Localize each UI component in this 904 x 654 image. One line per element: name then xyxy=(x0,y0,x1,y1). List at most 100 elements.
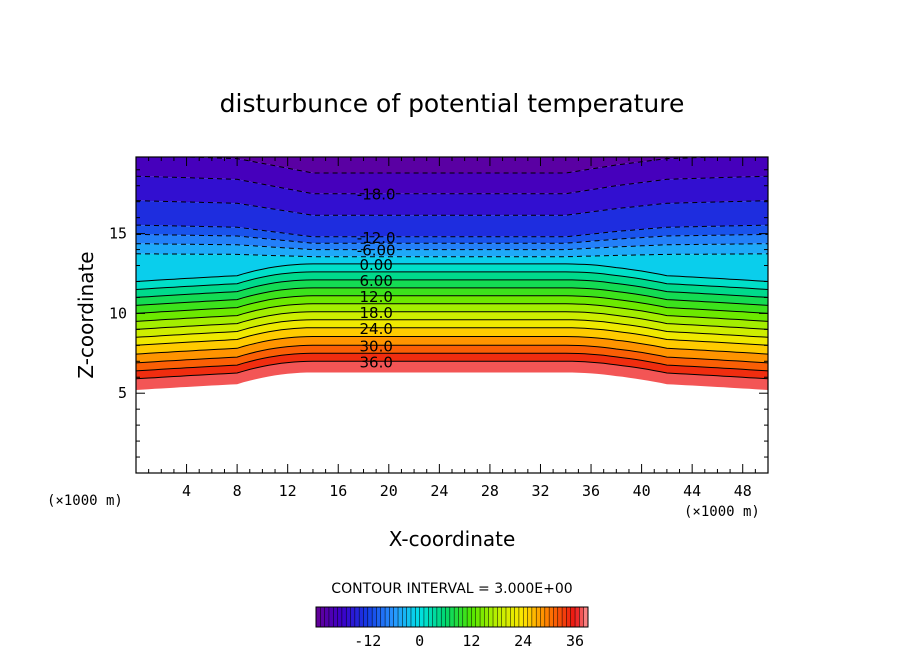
contour-line xyxy=(136,200,768,216)
colorbar-cell xyxy=(419,607,425,627)
colorbar-cell xyxy=(432,607,438,627)
contour-band xyxy=(136,327,768,355)
contour-label: 6.00 xyxy=(359,272,392,290)
colorbar-tick-label: 24 xyxy=(514,632,532,650)
colorbar-cell xyxy=(544,607,550,627)
contour-label: -18.0 xyxy=(357,186,396,204)
colorbar-cell xyxy=(575,607,580,627)
colorbar-cell xyxy=(475,607,481,627)
x-tick-label: 28 xyxy=(481,482,499,500)
x-tick-label: 48 xyxy=(734,482,752,500)
colorbar-cell xyxy=(454,607,459,627)
colorbar-cell xyxy=(467,607,472,627)
contour-band xyxy=(186,157,718,173)
x-axis-ticks: 4 8 12 16 20 24 28 32 36 40 44 48 xyxy=(148,157,756,500)
colorbar-cell xyxy=(346,607,351,627)
colorbar-cell xyxy=(523,607,528,627)
colorbar-cell xyxy=(505,607,511,627)
contour-band xyxy=(136,287,768,314)
colorbar-cell xyxy=(484,607,489,627)
colorbar-cell xyxy=(557,607,563,627)
colorbar-cell xyxy=(531,607,537,627)
colorbar-cell xyxy=(372,607,377,627)
colorbar-cell xyxy=(458,607,464,627)
colorbar-cell xyxy=(350,607,356,627)
colorbar-cell xyxy=(488,607,494,627)
colorbar-frame xyxy=(315,606,589,628)
colorbar-tick-label: -12 xyxy=(354,632,381,650)
colorbar-cell xyxy=(406,607,412,627)
contour-band xyxy=(136,336,768,363)
contour-line xyxy=(136,279,768,298)
colorbar-tick-label: 36 xyxy=(566,632,584,650)
colorbar-cell xyxy=(423,607,429,627)
contour-line xyxy=(136,233,768,244)
contour-band xyxy=(136,319,768,346)
x-tick-label: 24 xyxy=(430,482,448,500)
x-axis-label: X-coordinate xyxy=(389,527,516,551)
colorbar-cell xyxy=(480,607,485,627)
contour-line xyxy=(136,303,768,322)
y-axis-label: Z-coordinate xyxy=(74,251,98,378)
contour-line xyxy=(136,319,768,338)
colorbar-cell xyxy=(380,607,386,627)
colorbar-cell xyxy=(549,607,554,627)
x-tick-label: 8 xyxy=(233,482,242,500)
colorbar-tick-label: 0 xyxy=(415,632,424,650)
chart-title: disturbunce of potential temperature xyxy=(220,89,685,118)
colorbar xyxy=(315,606,589,628)
contour-line xyxy=(136,311,768,330)
contour-label: 36.0 xyxy=(359,353,392,371)
contour-line xyxy=(136,243,768,251)
x-tick-label: 36 xyxy=(582,482,600,500)
colorbar-cell xyxy=(518,607,524,627)
y-tick-label: 5 xyxy=(118,384,127,402)
colorbar-cell xyxy=(328,607,334,627)
colorbar-cell xyxy=(553,607,559,627)
colorbar-cell xyxy=(462,607,468,627)
contour-band xyxy=(136,253,768,282)
contour-line xyxy=(136,175,768,195)
colorbar-cell xyxy=(316,607,321,627)
colorbar-cell xyxy=(354,607,360,627)
colorbar-cell xyxy=(341,607,347,627)
colorbar-cell xyxy=(514,607,520,627)
x-tick-label: 12 xyxy=(279,482,297,500)
contour-band xyxy=(136,271,768,298)
colorbar-cell xyxy=(579,607,584,627)
colorbar-cell xyxy=(337,607,343,627)
contour-band xyxy=(136,157,768,194)
colorbar-cell xyxy=(445,607,451,627)
contour-line xyxy=(136,224,768,238)
contour-band xyxy=(136,311,768,338)
colorbar-cell xyxy=(501,607,507,627)
colorbar-cell xyxy=(536,607,541,627)
x-tick-label: 16 xyxy=(329,482,347,500)
contour-interval-text: CONTOUR INTERVAL = 3.000E+00 xyxy=(331,581,572,597)
colorbar-cell xyxy=(393,607,399,627)
colorbar-tick-label: 12 xyxy=(462,632,480,650)
contour-line xyxy=(136,271,768,290)
colorbar-cell xyxy=(562,607,567,627)
contour-band xyxy=(136,234,768,250)
contour-line xyxy=(136,360,768,380)
contour-line xyxy=(136,253,768,258)
contour-band xyxy=(136,353,768,379)
contour-band xyxy=(136,225,768,244)
colorbar-cell xyxy=(570,607,576,627)
colorbar-cell xyxy=(402,607,407,627)
colorbar-cell xyxy=(449,607,455,627)
x-unit-right: (×1000 m) xyxy=(684,504,760,520)
contour-band xyxy=(136,243,768,257)
colorbar-cell xyxy=(540,607,546,627)
y-tick-label: 15 xyxy=(109,225,127,243)
contour-label: 0.00 xyxy=(359,256,392,274)
colorbar-cell xyxy=(471,607,477,627)
x-tick-label: 44 xyxy=(683,482,701,500)
colorbar-cell xyxy=(566,607,572,627)
contour-band xyxy=(136,303,768,330)
x-tick-label: 32 xyxy=(531,482,549,500)
contour-line xyxy=(136,327,768,346)
contour-label: -12.0 xyxy=(357,229,396,247)
